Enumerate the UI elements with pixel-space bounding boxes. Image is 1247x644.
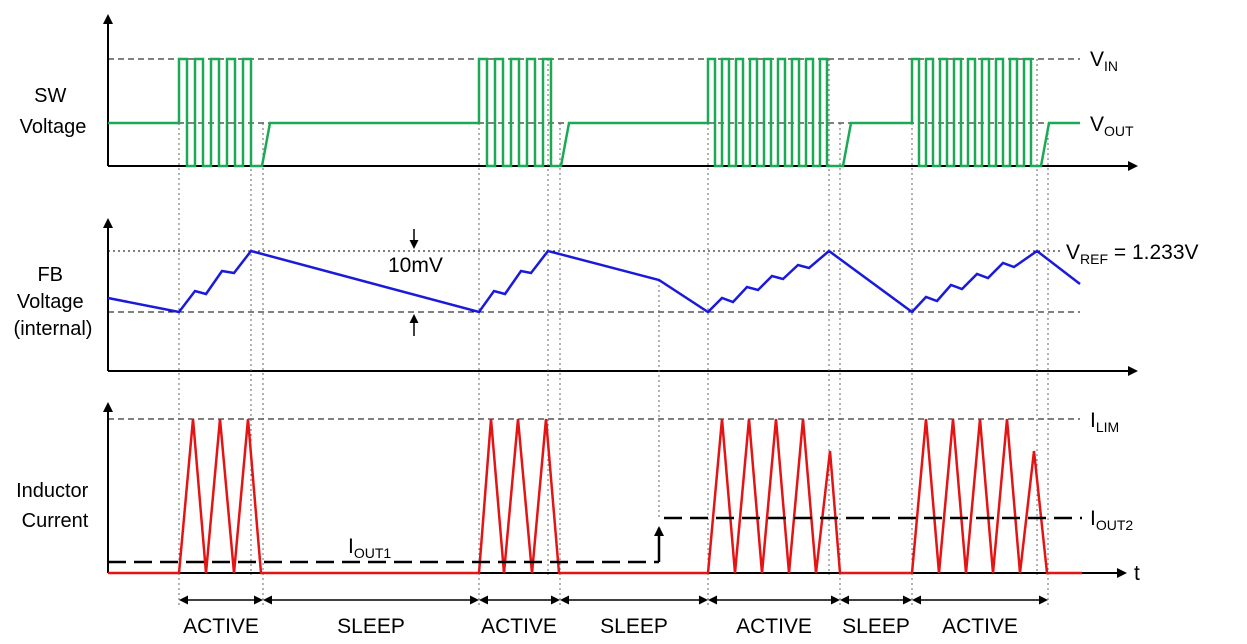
inductor-current-label: Inductor Current — [16, 480, 94, 532]
time-axis-label: t — [1134, 562, 1140, 585]
ilim-label: ILIM — [1090, 409, 1119, 435]
vref-label: VREF = 1.233V — [1066, 241, 1199, 267]
inductor-current-trace — [108, 418, 1082, 575]
output-current-levels — [108, 516, 1082, 564]
fb-axes — [103, 218, 1138, 376]
phase-label-active: ACTIVE — [481, 615, 557, 638]
phase-label-active: ACTIVE — [736, 615, 812, 638]
iout2-label: IOUT2 — [1090, 507, 1133, 533]
phase-label-active: ACTIVE — [183, 615, 259, 638]
ripple-10mv-label: 10mV — [388, 254, 443, 277]
iout1-label: IOUT1 — [348, 535, 391, 561]
phase-label-active: ACTIVE — [942, 615, 1018, 638]
sw-voltage-label: SW Voltage — [20, 85, 87, 138]
phase-label-sleep: SLEEP — [600, 615, 668, 638]
vin-label: VIN — [1090, 48, 1118, 74]
phase-guides — [178, 59, 1049, 607]
phase-labels: ACTIVE SLEEP ACTIVE SLEEP ACTIVE SLEEP A… — [183, 615, 1018, 638]
phase-label-sleep: SLEEP — [842, 615, 910, 638]
phase-label-sleep: SLEEP — [337, 615, 405, 638]
vout-label: VOUT — [1090, 113, 1134, 139]
sw-voltage-trace — [108, 57, 1080, 168]
fb-voltage-trace — [107, 249, 1081, 314]
fb-voltage-label: FB Voltage (internal) — [14, 264, 93, 340]
